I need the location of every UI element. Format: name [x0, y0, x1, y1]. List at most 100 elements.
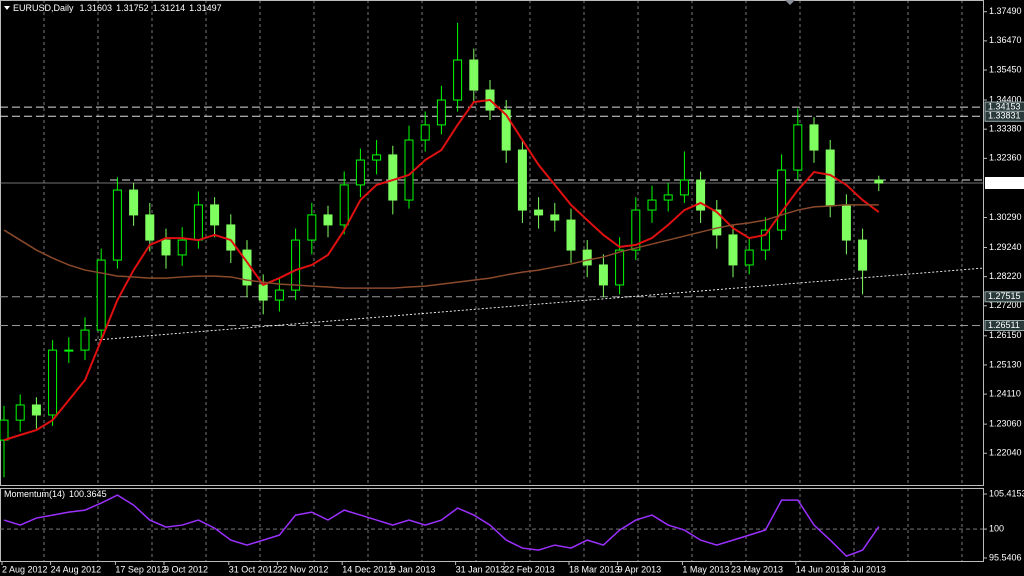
candle-body — [372, 154, 382, 161]
candle-body — [0, 419, 9, 441]
candle-body — [339, 184, 349, 226]
candle-body — [145, 214, 155, 241]
candle-body — [258, 284, 268, 301]
candle-body — [679, 179, 689, 196]
y-tick-label: 1.37490 — [989, 6, 1022, 16]
candle-body — [291, 239, 301, 291]
y-tick-label: 1.28220 — [989, 271, 1022, 281]
candle-body — [420, 124, 430, 141]
indicator-y-tick-label: 95.5406 — [989, 552, 1022, 562]
candle-body — [712, 209, 722, 236]
candle-body — [874, 179, 884, 184]
candle-body — [728, 234, 738, 266]
price-label: 1.31497 — [988, 177, 1021, 187]
candle-body — [177, 239, 187, 256]
candle-body — [809, 124, 819, 151]
main-panel-border — [0, 0, 984, 486]
trendline — [94, 267, 984, 341]
y-tick-label: 1.30290 — [989, 212, 1022, 222]
symbol: EURUSD,Daily — [13, 3, 74, 13]
y-tick-label: 1.25130 — [989, 359, 1022, 369]
level-label: 1.27515 — [988, 291, 1021, 301]
level-label-box — [984, 110, 1024, 122]
menu-arrow[interactable] — [4, 6, 10, 10]
x-tick-label: 24 Aug 2012 — [51, 564, 102, 574]
candle-body — [647, 199, 657, 211]
candle-body — [663, 194, 673, 201]
candle-body — [129, 189, 139, 216]
candle-body — [777, 169, 787, 231]
indicator-panel-border — [0, 488, 984, 562]
level-label: 1.34153 — [988, 101, 1021, 111]
indicator-line — [3, 494, 880, 557]
candle-body — [31, 404, 41, 416]
candle-body — [388, 154, 398, 201]
x-tick-label: 14 Dec 2012 — [342, 564, 393, 574]
candle-body — [96, 259, 106, 331]
candle-body — [744, 249, 754, 266]
candle-body — [453, 59, 463, 101]
candle-body — [193, 204, 203, 241]
candle-body — [858, 239, 868, 271]
candle-body — [48, 349, 58, 416]
candle-body — [274, 289, 284, 301]
candle-body — [760, 229, 770, 251]
y-tick-label: 1.36470 — [989, 35, 1022, 45]
y-tick-label: 1.32360 — [989, 153, 1022, 163]
y-tick-label: 1.23060 — [989, 418, 1022, 428]
candle-body — [436, 99, 446, 126]
candle-body — [355, 159, 365, 186]
candle-body — [615, 249, 625, 286]
x-tick-label: 9 Jan 2013 — [391, 564, 436, 574]
low-value: 1.31214 — [153, 3, 186, 13]
moving-average — [3, 204, 879, 289]
candle-body — [841, 204, 851, 241]
open-value: 1.31603 — [80, 3, 113, 13]
x-tick-label: 31 Jan 2013 — [456, 564, 506, 574]
candle-body — [501, 109, 511, 151]
candle-body — [550, 214, 560, 221]
level-label: 1.33831 — [988, 111, 1021, 121]
y-tick-label: 1.35450 — [989, 64, 1022, 74]
moving-average — [3, 98, 880, 442]
level-label: 1.26511 — [988, 320, 1020, 330]
candle-body — [534, 209, 544, 216]
candle-body — [323, 214, 333, 226]
chart-header: EURUSD,Daily 1.31603 1.31752 1.31214 1.31497 — [13, 3, 222, 13]
candle-body — [15, 404, 25, 421]
x-tick-label: 17 Sep 2012 — [115, 564, 166, 574]
y-tick-label: 1.29240 — [989, 242, 1022, 252]
candle-body — [566, 219, 576, 251]
candle-body — [793, 124, 803, 171]
close-value: 1.31497 — [189, 3, 222, 13]
y-tick-label: 1.22040 — [989, 448, 1022, 458]
x-tick-label: 9 Apr 2013 — [618, 564, 662, 574]
candle-body — [80, 329, 90, 351]
x-tick-label: 1 May 2013 — [682, 564, 729, 574]
y-tick-label: 1.24110 — [989, 388, 1021, 398]
candle-body — [404, 139, 414, 201]
level-label-box — [984, 319, 1024, 331]
x-tick-label: 18 Mar 2013 — [569, 564, 620, 574]
grid — [43, 0, 963, 562]
indicator-y-tick-label: 105.4153 — [989, 488, 1024, 498]
candle-body — [226, 224, 236, 251]
shift-marker — [785, 0, 795, 5]
x-tick-label: 9 Oct 2012 — [164, 564, 208, 574]
indicator-header: Momentum(14) 100.3645 — [4, 489, 107, 499]
indicator-title: Momentum(14) — [4, 489, 65, 499]
level-label-box — [984, 291, 1024, 303]
candle-body — [696, 179, 706, 211]
x-tick-label: 31 Oct 2012 — [229, 564, 278, 574]
x-tick-label: 2 Aug 2012 — [2, 564, 48, 574]
candle-body — [161, 239, 171, 256]
x-tick-label: 22 Nov 2012 — [277, 564, 328, 574]
y-tick-label: 1.33380 — [989, 124, 1022, 134]
candle-body — [631, 209, 641, 251]
candle-body — [64, 349, 74, 352]
x-tick-label: 14 Jun 2013 — [796, 564, 846, 574]
high-value: 1.31752 — [116, 3, 149, 13]
candle-body — [210, 204, 220, 226]
